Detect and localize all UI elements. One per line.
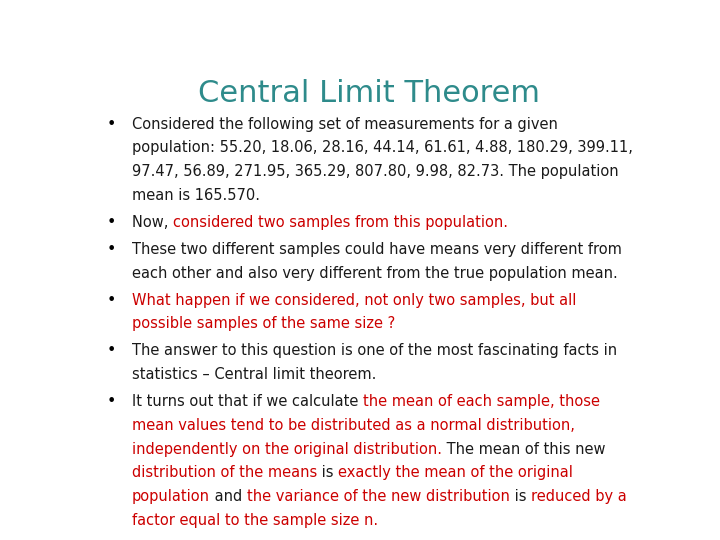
Text: reduced by a: reduced by a [531, 489, 626, 504]
Text: The mean of this new: The mean of this new [442, 442, 606, 456]
Text: population: population [132, 489, 210, 504]
Text: is: is [317, 465, 338, 480]
Text: It turns out that if we calculate: It turns out that if we calculate [132, 394, 363, 409]
Text: is: is [510, 489, 531, 504]
Text: •: • [107, 343, 116, 359]
Text: exactly the mean of the original: exactly the mean of the original [338, 465, 573, 480]
Text: 97.47, 56.89, 271.95, 365.29, 807.80, 9.98, 82.73. The population: 97.47, 56.89, 271.95, 365.29, 807.80, 9.… [132, 164, 618, 179]
Text: statistics – Central limit theorem.: statistics – Central limit theorem. [132, 367, 377, 382]
Text: population: 55.20, 18.06, 28.16, 44.14, 61.61, 4.88, 180.29, 399.11,: population: 55.20, 18.06, 28.16, 44.14, … [132, 140, 633, 156]
Text: The answer to this question is one of the most fascinating facts in: The answer to this question is one of th… [132, 343, 617, 359]
Text: each other and also very different from the true population mean.: each other and also very different from … [132, 266, 618, 281]
Text: Central Limit Theorem: Central Limit Theorem [198, 79, 540, 109]
Text: Now,: Now, [132, 215, 173, 230]
Text: independently on the original distribution.: independently on the original distributi… [132, 442, 442, 456]
Text: Considered the following set of measurements for a given: Considered the following set of measurem… [132, 117, 558, 132]
Text: These two different samples could have means very different from: These two different samples could have m… [132, 242, 622, 257]
Text: •: • [107, 215, 116, 230]
Text: •: • [107, 293, 116, 308]
Text: possible samples of the same size ?: possible samples of the same size ? [132, 316, 395, 332]
Text: mean values tend to be distributed as a normal distribution,: mean values tend to be distributed as a … [132, 418, 575, 433]
Text: factor equal to the sample size n.: factor equal to the sample size n. [132, 512, 378, 528]
Text: and: and [210, 489, 247, 504]
Text: the mean of each sample, those: the mean of each sample, those [363, 394, 600, 409]
Text: What happen if we considered, not only two samples, but all: What happen if we considered, not only t… [132, 293, 576, 308]
Text: •: • [107, 394, 116, 409]
Text: mean is 165.570.: mean is 165.570. [132, 188, 260, 203]
Text: •: • [107, 242, 116, 257]
Text: •: • [107, 117, 116, 132]
Text: the variance of the new distribution: the variance of the new distribution [247, 489, 510, 504]
Text: distribution of the means: distribution of the means [132, 465, 317, 480]
Text: considered two samples from this population.: considered two samples from this populat… [173, 215, 508, 230]
